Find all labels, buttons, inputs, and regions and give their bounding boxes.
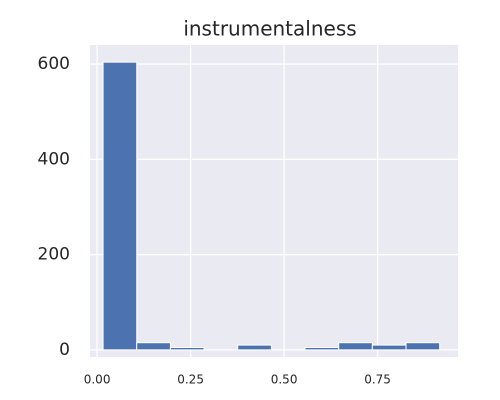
x-tick-label: 0.00 xyxy=(84,373,111,387)
y-tick-label: 400 xyxy=(38,149,70,169)
y-tick-label: 600 xyxy=(38,54,70,74)
x-tick-label: 0.50 xyxy=(271,373,298,387)
x-tick-label: 0.75 xyxy=(364,373,391,387)
bar xyxy=(338,342,373,351)
y-tick-label: 200 xyxy=(38,245,70,265)
bar xyxy=(304,346,340,351)
bar xyxy=(405,342,441,351)
bar xyxy=(237,344,272,351)
y-tick-label: 0 xyxy=(59,340,70,360)
bar xyxy=(102,61,138,351)
bar xyxy=(169,346,205,351)
bar xyxy=(371,344,407,351)
x-tick-label: 0.25 xyxy=(177,373,204,387)
plot-background xyxy=(90,45,458,357)
bar xyxy=(136,342,171,351)
chart-title: instrumentalness xyxy=(183,17,356,41)
